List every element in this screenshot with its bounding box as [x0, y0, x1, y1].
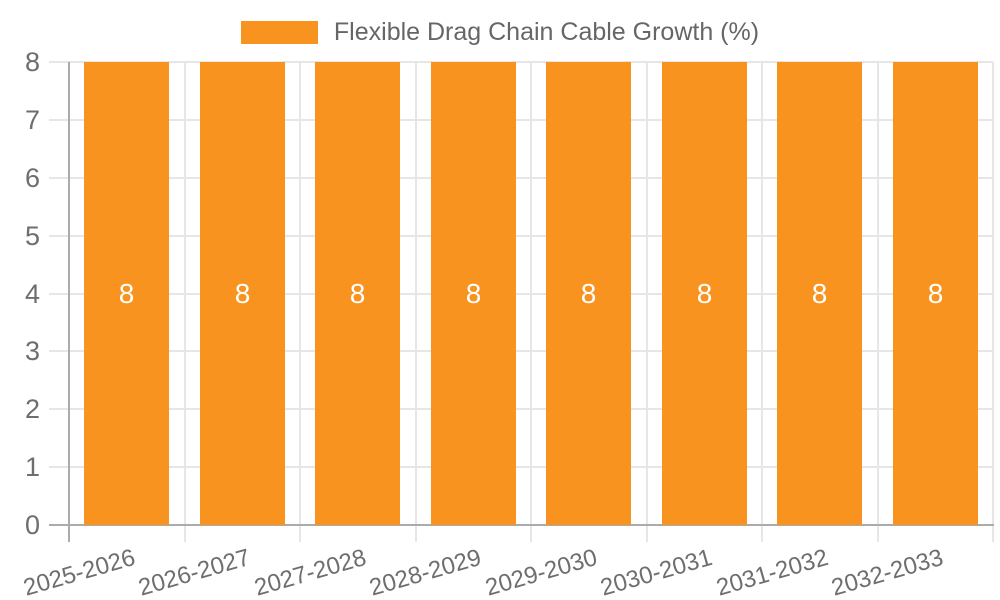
x-tick-label: 2029-2030 — [482, 544, 601, 600]
x-tick-label: 2032-2033 — [828, 544, 947, 600]
y-tick — [49, 177, 69, 179]
x-tick — [530, 525, 532, 542]
y-tick-label: 3 — [24, 336, 40, 366]
bar[interactable] — [662, 62, 747, 525]
x-tick-label: 2027-2028 — [251, 544, 370, 600]
gridline-v — [299, 62, 301, 525]
gridline-v — [184, 62, 186, 525]
y-tick — [49, 408, 69, 410]
bar[interactable] — [200, 62, 285, 525]
x-tick — [415, 525, 417, 542]
y-tick — [49, 524, 69, 526]
legend[interactable]: Flexible Drag Chain Cable Growth (%) — [0, 16, 1000, 48]
gridline-v — [761, 62, 763, 525]
x-tick — [992, 525, 994, 542]
y-tick-label: 0 — [24, 510, 40, 540]
gridline-v — [877, 62, 879, 525]
bar[interactable] — [431, 62, 516, 525]
y-tick-label: 4 — [24, 279, 40, 309]
y-tick — [49, 119, 69, 121]
y-tick — [49, 235, 69, 237]
x-tick — [68, 525, 70, 542]
x-tick-label: 2028-2029 — [366, 544, 485, 600]
x-tick-label: 2026-2027 — [135, 544, 254, 600]
gridline-v — [415, 62, 417, 525]
y-tick-label: 6 — [24, 163, 40, 193]
y-tick-label: 8 — [24, 47, 40, 77]
x-tick — [299, 525, 301, 542]
y-tick-label: 1 — [24, 452, 40, 482]
bar[interactable] — [84, 62, 169, 525]
legend-label: Flexible Drag Chain Cable Growth (%) — [333, 17, 760, 46]
y-tick — [49, 293, 69, 295]
gridline-v — [992, 62, 994, 525]
x-tick — [761, 525, 763, 542]
x-tick — [877, 525, 879, 542]
y-tick — [49, 466, 69, 468]
bar[interactable] — [315, 62, 400, 525]
x-tick — [646, 525, 648, 542]
y-axis-line — [68, 62, 70, 525]
y-tick — [49, 61, 69, 63]
x-tick-label: 2025-2026 — [20, 544, 139, 600]
x-tick — [184, 525, 186, 542]
x-tick-label: 2030-2031 — [597, 544, 716, 600]
bar[interactable] — [777, 62, 862, 525]
legend-swatch — [240, 20, 318, 44]
y-tick-label: 5 — [24, 221, 40, 251]
y-tick — [49, 350, 69, 352]
x-tick-label: 2031-2032 — [713, 544, 832, 600]
y-tick-label: 2 — [24, 394, 40, 424]
gridline-v — [530, 62, 532, 525]
gridline-v — [646, 62, 648, 525]
bar[interactable] — [893, 62, 978, 525]
y-tick-label: 7 — [24, 105, 40, 135]
bar[interactable] — [546, 62, 631, 525]
